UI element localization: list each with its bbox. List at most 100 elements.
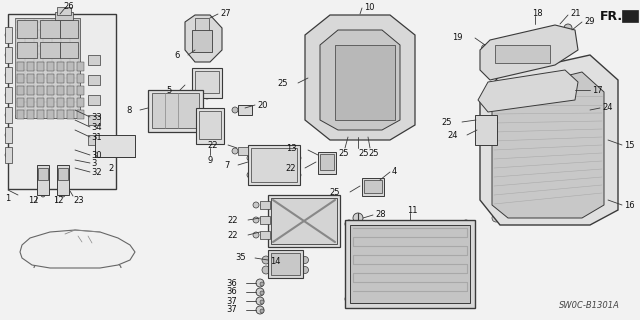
Circle shape <box>391 76 399 84</box>
Bar <box>260 201 270 209</box>
Text: 22: 22 <box>207 140 218 149</box>
Bar <box>251 148 297 182</box>
Bar <box>260 231 270 239</box>
Bar <box>47 86 54 95</box>
Bar <box>17 74 24 83</box>
Circle shape <box>253 232 259 238</box>
Bar <box>271 198 337 244</box>
Bar <box>55 12 73 20</box>
Bar <box>77 74 84 83</box>
Text: 22: 22 <box>227 215 238 225</box>
Bar <box>345 220 475 308</box>
Bar <box>335 45 395 120</box>
Circle shape <box>391 116 399 124</box>
Bar <box>88 75 100 85</box>
Bar <box>60 42 78 58</box>
Circle shape <box>262 256 270 264</box>
Bar <box>475 115 497 145</box>
Polygon shape <box>622 10 638 22</box>
Text: 36: 36 <box>227 287 237 297</box>
Circle shape <box>5 152 11 158</box>
Text: 22: 22 <box>227 230 238 239</box>
Text: 33: 33 <box>91 113 102 122</box>
Polygon shape <box>5 67 12 83</box>
Circle shape <box>295 155 301 161</box>
Circle shape <box>481 44 488 52</box>
Text: 18: 18 <box>532 9 543 18</box>
Circle shape <box>253 217 259 223</box>
Bar <box>192 68 222 98</box>
Circle shape <box>207 19 213 25</box>
Bar <box>37 86 44 95</box>
Bar <box>318 152 336 174</box>
Polygon shape <box>478 70 578 112</box>
Polygon shape <box>5 127 12 143</box>
Text: 1: 1 <box>5 194 10 203</box>
Bar <box>60 20 78 38</box>
Circle shape <box>256 297 264 305</box>
Bar <box>350 225 470 303</box>
Text: 12: 12 <box>53 196 63 204</box>
Circle shape <box>345 295 353 303</box>
Text: 37: 37 <box>227 306 237 315</box>
Bar <box>27 98 34 107</box>
Circle shape <box>5 32 11 38</box>
Circle shape <box>5 52 11 58</box>
Circle shape <box>5 112 11 118</box>
Bar <box>67 62 74 71</box>
Text: 10: 10 <box>364 3 374 12</box>
Text: 17: 17 <box>592 85 603 94</box>
Text: FR.: FR. <box>600 10 623 22</box>
Circle shape <box>253 202 259 208</box>
Circle shape <box>77 242 81 246</box>
Bar <box>27 110 34 119</box>
Circle shape <box>5 132 11 138</box>
Bar <box>17 62 24 71</box>
Circle shape <box>41 193 45 197</box>
Bar <box>8 14 116 189</box>
Bar <box>195 18 209 30</box>
Bar <box>37 165 49 195</box>
Text: 14: 14 <box>270 258 280 267</box>
Bar <box>57 86 64 95</box>
Circle shape <box>260 309 264 313</box>
Text: 12: 12 <box>28 196 38 204</box>
Circle shape <box>462 220 470 228</box>
Text: 23: 23 <box>73 196 84 204</box>
Circle shape <box>352 132 358 138</box>
Text: 4: 4 <box>392 166 397 175</box>
Bar <box>67 74 74 83</box>
Text: 8: 8 <box>127 106 132 115</box>
Text: 11: 11 <box>407 205 417 214</box>
Bar <box>88 55 100 65</box>
Circle shape <box>232 148 238 154</box>
Bar <box>17 110 24 119</box>
Bar <box>260 216 270 224</box>
Polygon shape <box>492 72 604 218</box>
Bar <box>248 145 300 185</box>
Circle shape <box>88 243 92 247</box>
Circle shape <box>372 132 378 138</box>
Polygon shape <box>5 147 12 163</box>
Circle shape <box>260 282 264 286</box>
Circle shape <box>564 24 572 32</box>
Circle shape <box>256 288 264 296</box>
Bar <box>57 110 64 119</box>
Bar <box>88 115 100 125</box>
Bar <box>362 178 384 196</box>
Bar <box>47 74 54 83</box>
Text: 29: 29 <box>584 17 595 26</box>
Text: 9: 9 <box>207 156 212 164</box>
Bar <box>195 71 219 93</box>
Bar <box>88 135 100 145</box>
Text: 25: 25 <box>278 78 288 87</box>
Text: 28: 28 <box>375 210 386 219</box>
Circle shape <box>262 266 270 274</box>
Text: 35: 35 <box>236 253 246 262</box>
Bar <box>57 165 69 195</box>
Text: 27: 27 <box>220 9 230 18</box>
Text: 36: 36 <box>227 278 237 287</box>
Text: 15: 15 <box>624 140 634 149</box>
Text: 5: 5 <box>167 85 172 94</box>
Text: 20: 20 <box>257 100 268 109</box>
